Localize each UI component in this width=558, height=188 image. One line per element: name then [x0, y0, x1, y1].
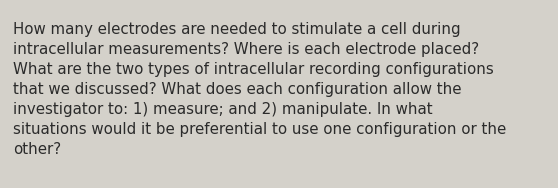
Text: How many electrodes are needed to stimulate a cell during
intracellular measurem: How many electrodes are needed to stimul… [13, 22, 506, 157]
